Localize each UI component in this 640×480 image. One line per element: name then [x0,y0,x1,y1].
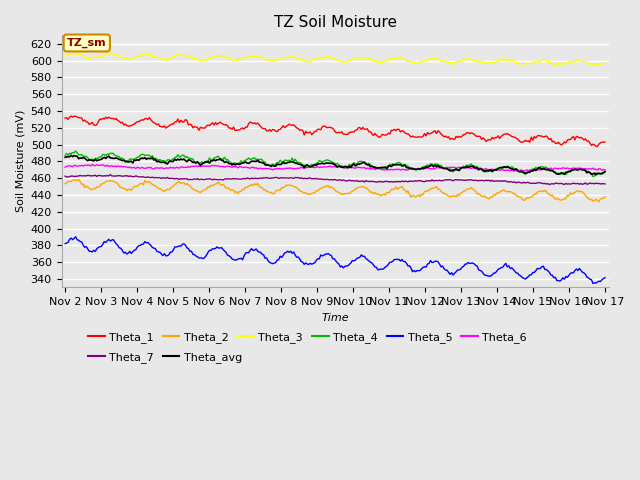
Theta_1 [67,113,75,119]
Theta_2 [224,185,232,191]
Theta_5 [299,259,307,265]
Theta_avg [573,167,580,173]
Theta_avg [224,159,232,165]
Theta_3 [106,50,114,56]
Theta_1 [129,122,136,128]
Theta_4 [251,155,259,161]
Theta_avg [251,158,259,164]
Theta_7 [574,180,582,186]
Theta_6 [509,168,517,174]
Theta_1 [224,123,232,129]
Theta_avg [299,162,307,168]
Theta_6 [601,167,609,173]
Theta_5 [61,240,69,246]
Theta_6 [251,165,259,171]
Theta_3 [573,58,580,63]
Theta_1 [242,124,250,130]
Theta_avg [61,155,69,160]
Theta_avg [601,168,609,174]
Theta_4 [573,166,580,171]
Line: Theta_3: Theta_3 [65,53,605,65]
Theta_7 [299,176,307,181]
Theta_4 [242,157,250,163]
Theta_4 [224,156,232,162]
Theta_3 [242,54,250,60]
Theta_4 [129,156,136,162]
Theta_6 [88,161,96,167]
Theta_7 [242,176,250,182]
Theta_6 [242,164,250,170]
Theta_2 [601,194,609,200]
Theta_3 [601,60,609,66]
Text: TZ_sm: TZ_sm [67,38,107,48]
Theta_5 [573,266,580,272]
Theta_7 [129,174,136,180]
Theta_3 [299,58,307,63]
Theta_5 [589,280,596,286]
Theta_3 [129,56,136,61]
Theta_5 [601,275,609,280]
Theta_2 [129,185,136,191]
Line: Theta_6: Theta_6 [65,164,605,171]
Theta_4 [61,153,69,158]
Theta_1 [61,115,69,121]
Theta_2 [242,184,250,190]
Theta_avg [592,172,600,178]
Theta_5 [129,249,136,254]
Theta_4 [601,169,609,175]
Theta_6 [299,165,307,171]
Line: Theta_1: Theta_1 [65,116,605,146]
Theta_7 [61,173,69,179]
Line: Theta_4: Theta_4 [65,151,605,177]
Theta_3 [224,55,232,60]
Theta_7 [251,175,259,181]
Theta_3 [251,53,259,59]
Theta_4 [72,148,79,154]
Theta_2 [251,181,259,187]
Theta_1 [594,144,602,149]
Theta_6 [574,166,582,171]
Theta_5 [242,250,250,256]
Theta_3 [592,62,600,68]
Theta_2 [573,188,580,194]
Theta_7 [224,176,232,181]
Line: Theta_avg: Theta_avg [65,155,605,175]
Theta_2 [299,189,307,195]
Theta_6 [224,163,232,169]
Line: Theta_2: Theta_2 [65,180,605,202]
Line: Theta_5: Theta_5 [65,237,605,283]
Theta_1 [573,133,580,139]
Theta_avg [67,152,75,158]
Theta_2 [61,181,69,187]
X-axis label: Time: Time [321,312,349,323]
Theta_5 [224,252,232,258]
Theta_avg [242,159,250,165]
Theta_1 [299,128,307,133]
Theta_2 [595,199,603,204]
Theta_2 [75,177,83,182]
Theta_6 [129,165,136,170]
Theta_6 [61,164,69,170]
Title: TZ Soil Moisture: TZ Soil Moisture [273,15,397,30]
Theta_7 [106,172,114,178]
Theta_5 [251,247,259,253]
Theta_avg [129,160,136,166]
Theta_7 [545,181,553,187]
Theta_7 [601,181,609,187]
Legend: Theta_7, Theta_avg: Theta_7, Theta_avg [83,348,246,367]
Theta_1 [251,120,259,126]
Y-axis label: Soil Moisture (mV): Soil Moisture (mV) [15,110,25,213]
Theta_3 [61,53,69,59]
Theta_1 [601,139,609,145]
Line: Theta_7: Theta_7 [65,175,605,184]
Theta_5 [72,234,79,240]
Theta_4 [299,163,307,169]
Theta_4 [589,174,596,180]
